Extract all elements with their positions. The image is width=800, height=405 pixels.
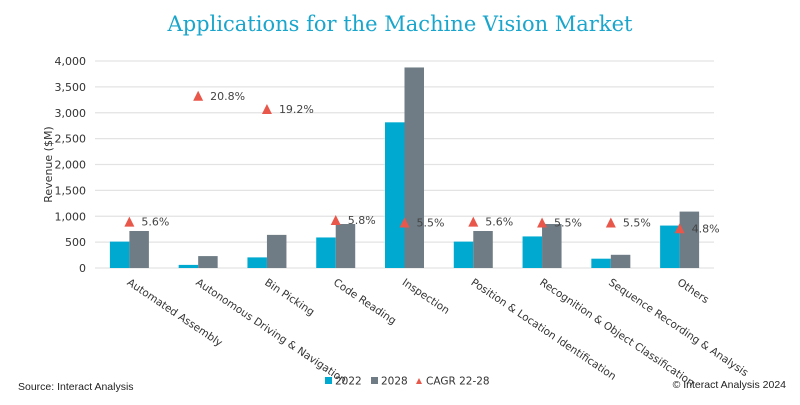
y-tick-label: 1,000	[55, 210, 87, 223]
legend-label: 2022	[335, 376, 362, 388]
bar-2022	[316, 237, 336, 268]
cagr-marker	[674, 223, 685, 234]
legend-swatch-cagr	[416, 378, 422, 384]
cagr-label: 5.8%	[348, 214, 376, 227]
legend-swatch-2028	[371, 377, 378, 384]
bar-2022	[660, 225, 680, 268]
cagr-label: 5.5%	[554, 216, 582, 229]
cagr-marker	[261, 104, 272, 115]
y-tick-label: 1,500	[55, 184, 87, 197]
y-tick-label: 500	[65, 236, 86, 249]
x-tick-label: Others	[675, 277, 711, 307]
legend-label: 2028	[381, 376, 408, 388]
bar-2022	[247, 257, 267, 268]
y-tick-label: 4,000	[55, 55, 87, 68]
cagr-marker	[330, 214, 341, 225]
bar-2028	[198, 256, 218, 268]
bar-2028	[335, 224, 356, 268]
bar-2022	[453, 241, 474, 268]
cagr-label: 5.6%	[141, 216, 169, 229]
y-tick-label: 2,500	[55, 133, 87, 146]
bar-2022	[591, 258, 611, 268]
x-tick-label: Position & Location Identification	[469, 277, 619, 383]
bar-2028	[404, 67, 424, 268]
bar-2022	[109, 241, 130, 268]
x-tick-label: Bin Picking	[262, 277, 316, 319]
y-tick-label: 0	[79, 262, 86, 275]
cagr-label: 5.5%	[623, 216, 651, 229]
y-tick-label: 2,000	[55, 159, 87, 172]
bar-2028	[473, 230, 493, 268]
cagr-label: 5.5%	[417, 216, 445, 229]
copyright-note: © Interact Analysis 2024	[672, 379, 786, 391]
cagr-label: 19.2%	[279, 103, 314, 116]
bar-2028	[129, 230, 149, 268]
y-tick-label: 3,000	[55, 107, 87, 120]
y-tick-label: 3,500	[55, 81, 87, 94]
bar-2022	[522, 236, 543, 268]
cagr-label: 20.8%	[210, 90, 245, 103]
cagr-label: 4.8%	[692, 222, 720, 235]
cagr-marker	[193, 90, 204, 101]
cagr-marker	[605, 217, 616, 228]
chart-title: Applications for the Machine Vision Mark…	[167, 12, 633, 36]
cagr-marker	[468, 216, 479, 227]
bar-2028	[610, 254, 631, 268]
bar-2028	[266, 234, 287, 268]
cagr-marker	[399, 217, 410, 228]
legend-swatch-2022	[325, 377, 332, 384]
bar-2022	[385, 122, 405, 268]
source-note: Source: Interact Analysis	[18, 381, 134, 393]
cagr-marker	[537, 217, 548, 228]
cagr-marker	[124, 216, 135, 227]
x-tick-label: Autonomous Driving & Navigation	[193, 277, 348, 387]
y-axis-label: Revenue ($M)	[42, 126, 55, 202]
bar-2028	[679, 211, 700, 268]
bar-2022	[178, 264, 199, 268]
legend-label: CAGR 22-28	[426, 376, 490, 388]
bar-2028	[542, 224, 562, 268]
x-tick-label: Sequence Recording & Analysis	[606, 277, 750, 380]
cagr-label: 5.6%	[485, 216, 513, 229]
x-tick-label: Code Reading	[331, 277, 398, 328]
x-tick-label: Inspection	[400, 277, 452, 317]
